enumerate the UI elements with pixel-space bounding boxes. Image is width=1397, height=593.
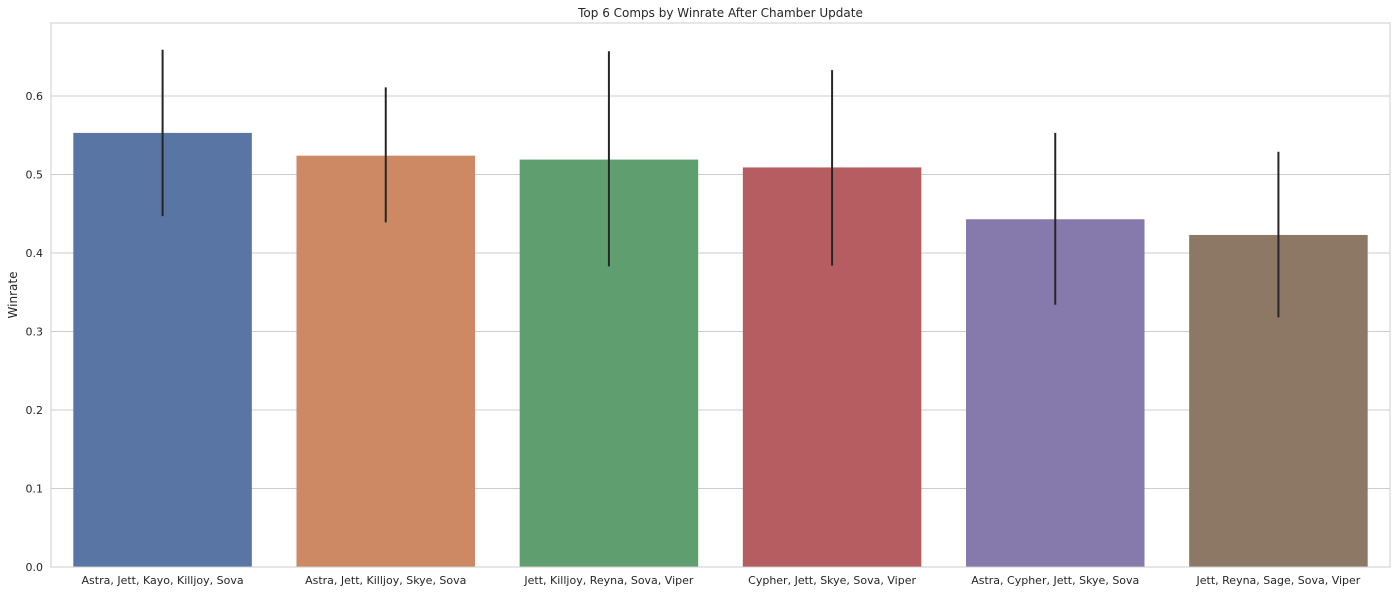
bar: [296, 155, 476, 567]
y-tick-label: 0.4: [26, 247, 44, 260]
y-tick-label: 0.6: [26, 90, 44, 103]
y-tick-label: 0.1: [26, 483, 44, 496]
x-tick-label: Astra, Jett, Kayo, Killjoy, Sova: [82, 574, 244, 587]
plot-frame: [50, 22, 1391, 568]
y-tick-label: 0.3: [26, 326, 44, 339]
x-tick-label: Astra, Cypher, Jett, Skye, Sova: [971, 574, 1139, 587]
y-tick-label: 0.5: [26, 169, 44, 182]
error-bars: [161, 49, 1280, 318]
x-tick-labels: Astra, Jett, Kayo, Killjoy, Sova Astra, J…: [82, 574, 1361, 587]
y-tick-label: 0.2: [26, 404, 44, 417]
x-tick-label: Jett, Killjoy, Reyna, Sova, Viper: [523, 574, 693, 587]
y-tick-labels: 0.0 0.1 0.2 0.3 0.4 0.5 0.6: [26, 90, 44, 574]
x-tick-label: Jett, Reyna, Sage, Sova, Viper: [1196, 574, 1361, 587]
chart-title: Top 6 Comps by Winrate After Chamber Upd…: [577, 6, 863, 20]
y-tick-label: 0.0: [26, 561, 44, 574]
y-axis-label: Winrate: [6, 272, 20, 319]
x-tick-label: Astra, Jett, Killjoy, Skye, Sova: [305, 574, 466, 587]
x-tick-label: Cypher, Jett, Skye, Sova, Viper: [748, 574, 916, 587]
